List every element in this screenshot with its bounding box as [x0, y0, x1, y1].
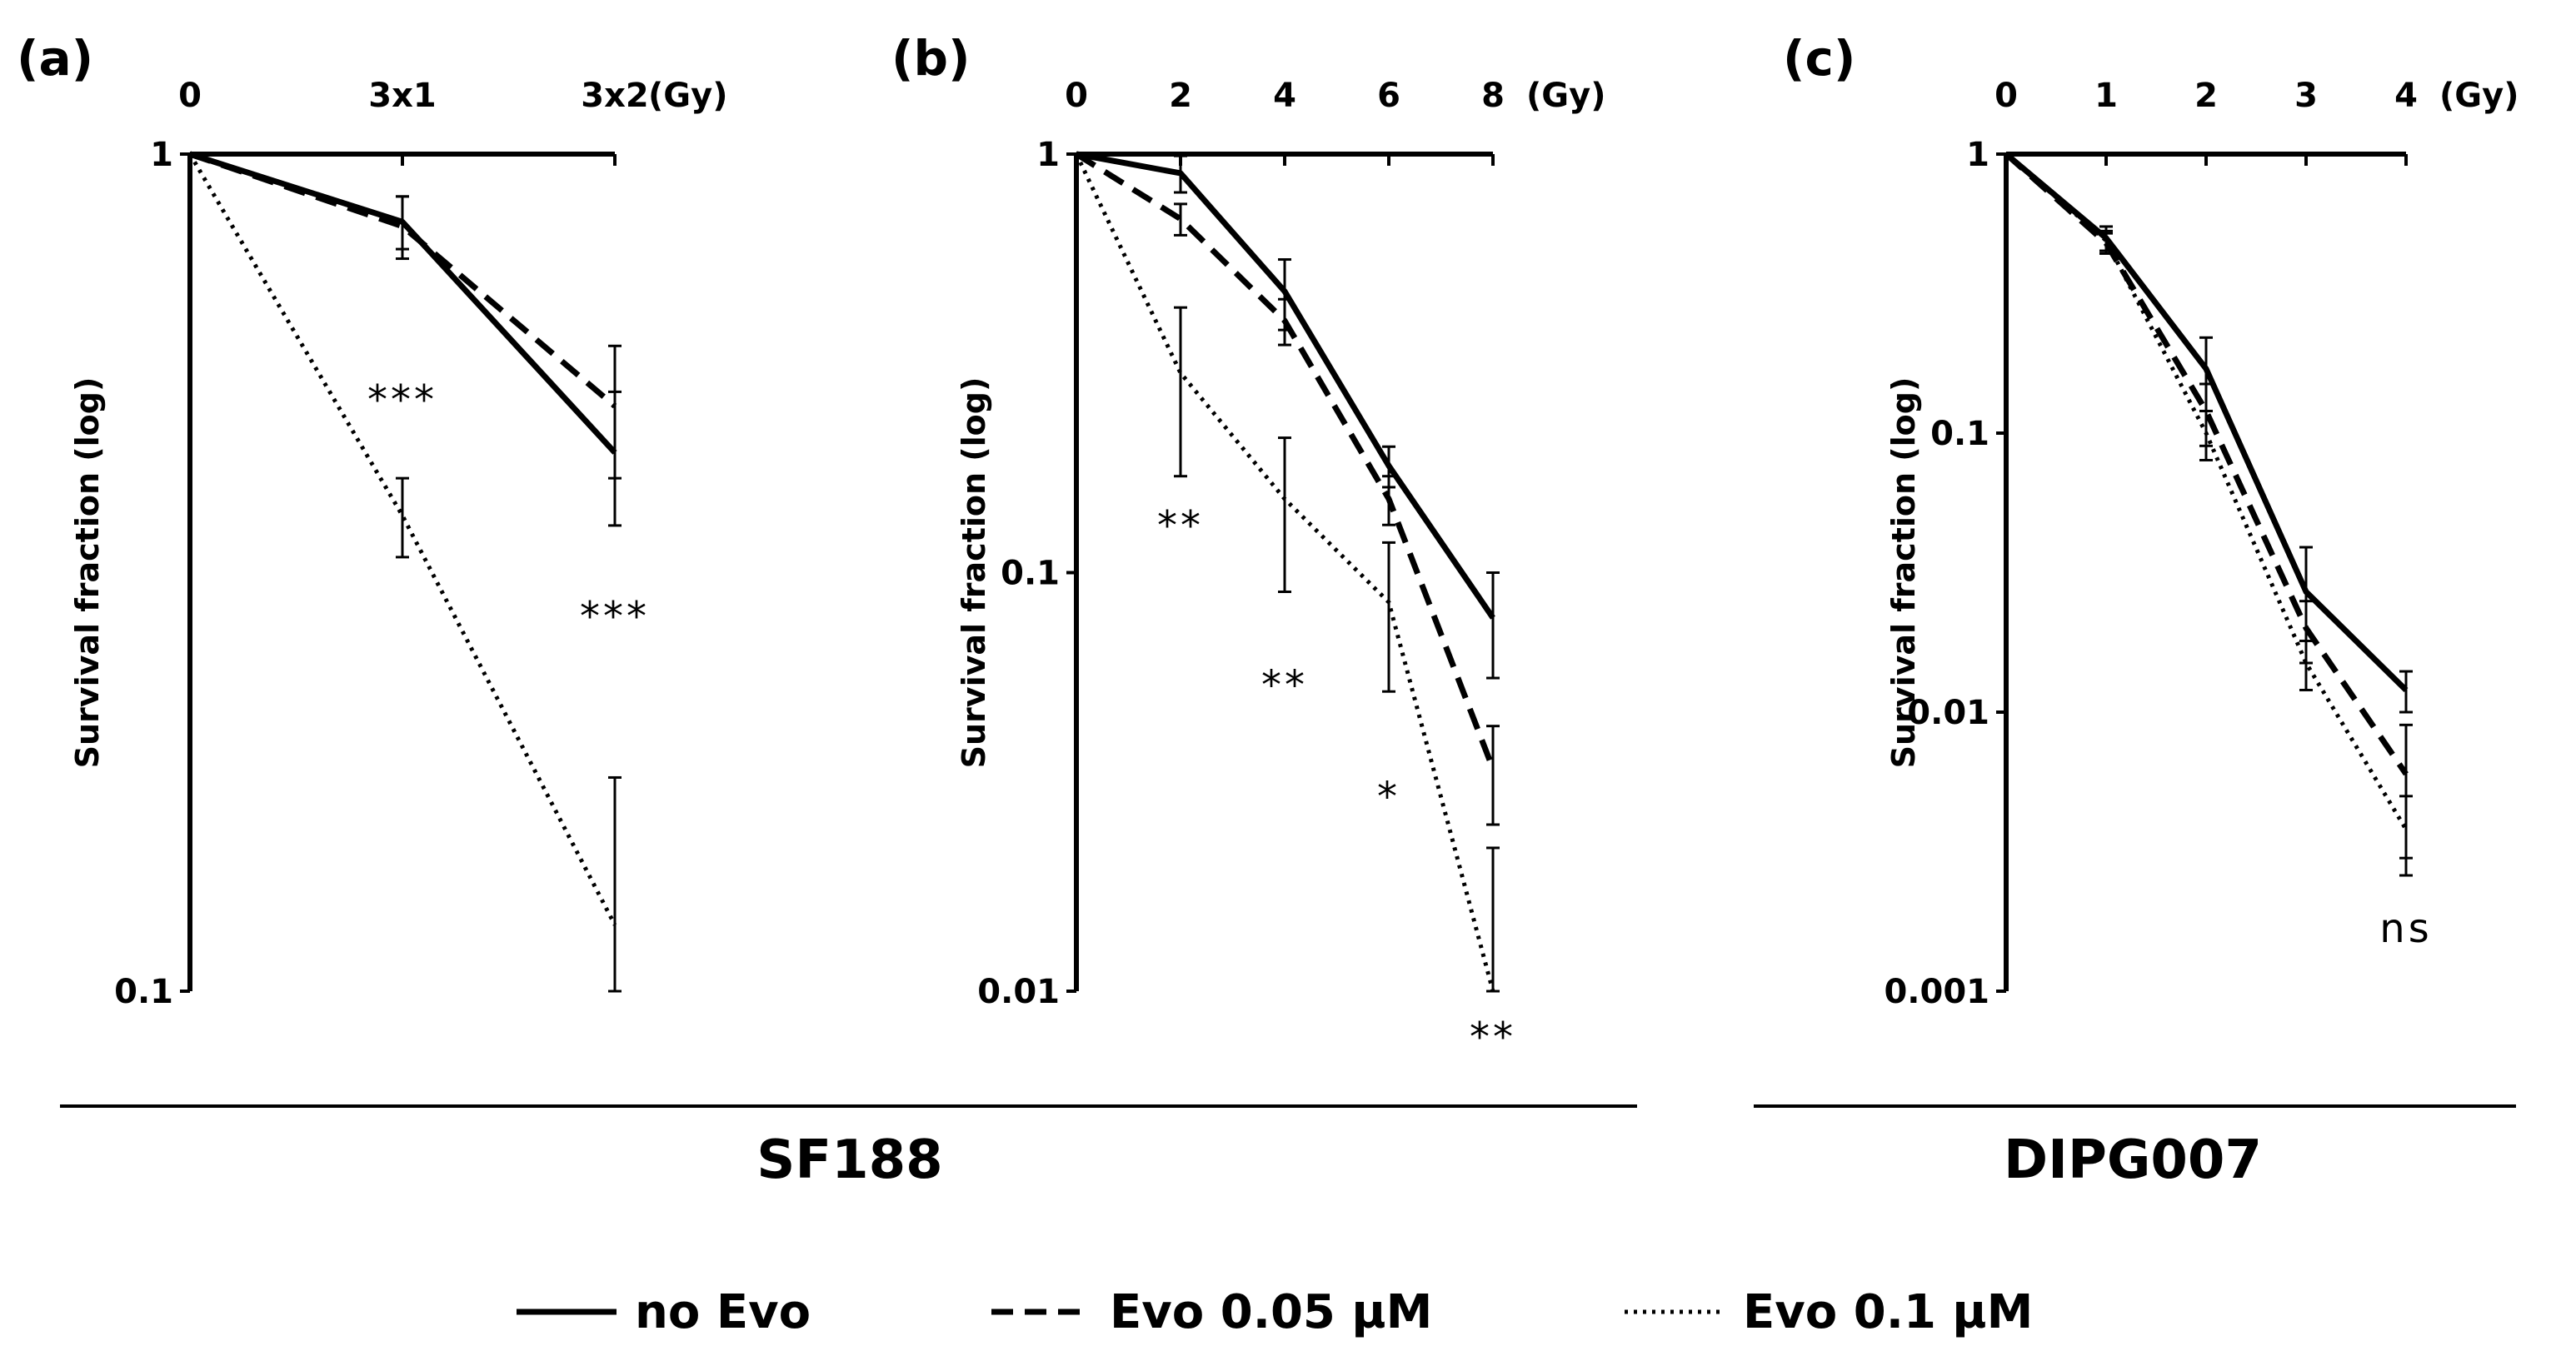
significance-label: ***: [580, 593, 650, 640]
series-line-solid: [1076, 151, 1495, 620]
y-tick-label: 1: [1966, 136, 1989, 174]
legend-swatch-dashed: [991, 1309, 1091, 1315]
x-tick-label: 8: [1481, 77, 1505, 115]
y-tick-label: 0.001: [1884, 973, 1989, 1011]
group-label: SF188: [756, 1129, 942, 1191]
y-tick-label: 1: [1036, 136, 1060, 174]
x-tick-label: 0: [1994, 77, 2018, 115]
legend-label: no Evo: [635, 1284, 811, 1339]
x-tick-label: 3x2: [581, 77, 648, 115]
legend-swatch-solid: [517, 1309, 617, 1315]
significance-label: **: [1261, 662, 1308, 709]
series-line-dotted: [2004, 152, 2409, 831]
legend-item-evo-005: Evo 0.05 µM: [991, 1274, 1432, 1349]
panel-label: (b): [891, 30, 971, 87]
series-line-dashed: [2004, 152, 2409, 776]
x-tick-label: 2: [1169, 77, 1192, 115]
significance-label: ns: [2379, 905, 2432, 952]
x-tick-label: 4: [2394, 77, 2418, 115]
significance-label: *: [1377, 774, 1400, 820]
group-label: DIPG007: [2004, 1129, 2262, 1191]
y-tick-label: 0.01: [977, 973, 1060, 1011]
series-line-dotted: [187, 152, 617, 926]
y-tick-label: 1: [150, 136, 173, 174]
y-axis-label: Survival fraction (log): [69, 377, 106, 769]
series-line-dotted: [1074, 152, 1495, 992]
panel-label: (c): [1783, 30, 1855, 87]
x-tick-label: 0: [178, 77, 202, 115]
x-axis-unit: (Gy): [1526, 77, 1605, 115]
legend-label: Evo 0.1 µM: [1743, 1284, 2034, 1339]
y-tick-label: 0.1: [114, 973, 173, 1011]
y-tick-label: 0.01: [1907, 694, 1989, 732]
legend-item-no-evo: no Evo: [517, 1274, 811, 1349]
y-axis-label: Survival fraction (log): [956, 377, 992, 769]
series-line-dashed: [1075, 152, 1496, 770]
x-axis-unit: (Gy): [2439, 77, 2519, 115]
y-tick-label: 0.1: [1930, 415, 1989, 453]
x-tick-label: 2: [2194, 77, 2218, 115]
significance-label: **: [1470, 1015, 1516, 1061]
legend-item-evo-01: Evo 0.1 µM: [1625, 1274, 2033, 1349]
x-tick-label: 1: [2094, 77, 2118, 115]
y-tick-label: 0.1: [1001, 555, 1060, 593]
legend: no Evo Evo 0.05 µM Evo 0.1 µM: [0, 1274, 2576, 1349]
x-tick-label: 0: [1065, 77, 1088, 115]
legend-swatch-dotted: [1625, 1309, 1725, 1314]
x-axis-unit: (Gy): [648, 77, 727, 115]
x-tick-label: 3: [2294, 77, 2318, 115]
series-line-dashed: [188, 151, 617, 409]
panel-label: (a): [17, 30, 93, 87]
y-axis-label: Survival fraction (log): [1885, 377, 1922, 769]
x-tick-label: 4: [1273, 77, 1296, 115]
legend-label: Evo 0.05 µM: [1110, 1284, 1433, 1339]
x-tick-label: 3x1: [368, 77, 436, 115]
x-tick-label: 6: [1377, 77, 1400, 115]
significance-label: ***: [367, 376, 437, 423]
significance-label: **: [1157, 503, 1204, 550]
